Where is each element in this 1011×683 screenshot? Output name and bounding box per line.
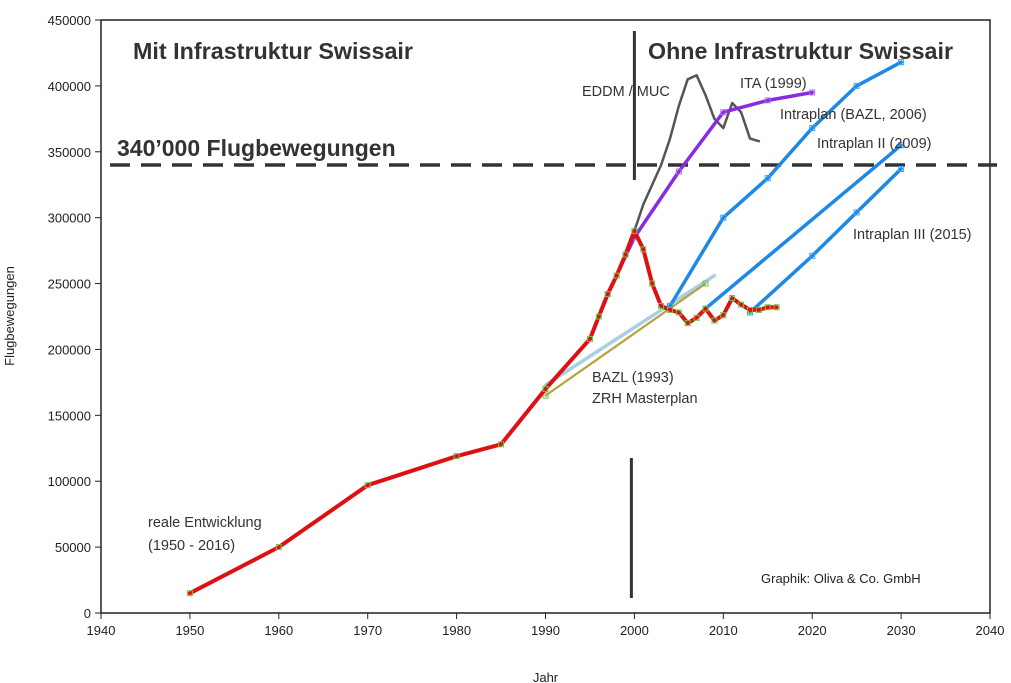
data-point (853, 82, 860, 89)
x-tick-label: 1980 (442, 623, 471, 638)
x-tick-label: 2000 (620, 623, 649, 638)
y-tick-label: 450000 (48, 13, 91, 28)
x-tick-label: 1970 (353, 623, 382, 638)
data-point (631, 227, 638, 234)
data-point (693, 314, 700, 321)
data-point (275, 544, 282, 551)
data-point (542, 385, 549, 392)
data-point (720, 109, 727, 116)
data-point (809, 125, 816, 132)
data-point (675, 168, 682, 175)
data-point (729, 295, 736, 302)
headline-left: Mit Infrastruktur Swissair (133, 38, 413, 64)
data-point (542, 392, 549, 399)
data-point (898, 165, 905, 172)
data-point (666, 306, 673, 313)
data-point (764, 304, 771, 311)
data-point (773, 304, 780, 311)
data-point (595, 313, 602, 320)
y-tick-label: 100000 (48, 474, 91, 489)
data-point (613, 272, 620, 279)
series-line-reale-entwicklung (187, 228, 779, 596)
x-tick-label: 1940 (87, 623, 116, 638)
data-point (586, 335, 593, 342)
credit-label: Graphik: Oliva & Co. GmbH (761, 571, 921, 586)
series-layer (186, 59, 905, 597)
data-point (809, 252, 816, 259)
series-label: ITA (1999) (740, 76, 807, 92)
y-tick-label: 200000 (48, 342, 91, 357)
series-label: Intraplan II (2009) (817, 136, 931, 152)
data-point (755, 306, 762, 313)
series-line-bazl-1993- (544, 282, 707, 397)
series-label: reale Entwicklung (148, 515, 262, 531)
text-layer: 0 50000 100000 150000 200000 250000 300000 3500… (2, 13, 1004, 683)
data-point (711, 317, 718, 324)
series-label: Intraplan III (2015) (853, 227, 972, 243)
data-point (498, 441, 505, 448)
series-label: EDDM / MUC (582, 84, 670, 100)
y-tick-label: 150000 (48, 408, 91, 423)
data-point (364, 482, 371, 489)
headline-right: Ohne Infrastruktur Swissair (648, 38, 953, 64)
x-tick-label: 1950 (175, 623, 204, 638)
y-tick-label: 250000 (48, 277, 91, 292)
series-line-intraplan-bazl-2006- (668, 60, 903, 308)
data-point (764, 175, 771, 182)
data-point (658, 302, 665, 309)
series-label: Intraplan (BAZL, 2006) (780, 107, 927, 123)
reference-line-label: 340’000 Flugbewegungen (117, 135, 396, 161)
data-point (720, 214, 727, 221)
data-point (853, 209, 860, 216)
x-tick-label: 2010 (709, 623, 738, 638)
data-point (622, 251, 629, 258)
data-point (453, 453, 460, 460)
y-axis-title: Flugbewegungen (2, 266, 17, 366)
y-tick-label: 400000 (48, 79, 91, 94)
x-tick-label: 2030 (887, 623, 916, 638)
data-point (649, 280, 656, 287)
data-point (604, 291, 611, 298)
y-tick-label: 300000 (48, 211, 91, 226)
data-point (720, 312, 727, 319)
data-point (809, 89, 816, 96)
series-label: (1950 - 2016) (148, 538, 235, 554)
x-tick-label: 1960 (264, 623, 293, 638)
series-label: BAZL (1993) (592, 370, 674, 386)
data-point (675, 309, 682, 316)
x-tick-label: 2040 (976, 623, 1005, 638)
series-line-zrh-masterplan (543, 273, 717, 387)
series-line-intraplan-ii-2009- (703, 143, 903, 311)
data-point (640, 246, 647, 253)
y-tick-label: 350000 (48, 145, 91, 160)
series-label: ZRH Masterplan (592, 391, 698, 407)
x-axis-title: Jahr (533, 670, 559, 683)
data-point (898, 59, 905, 66)
data-point (684, 320, 691, 327)
y-tick-label: 50000 (55, 540, 91, 555)
data-point (186, 590, 193, 597)
data-point (702, 305, 709, 312)
data-point (898, 142, 905, 149)
x-tick-label: 1990 (531, 623, 560, 638)
series-line-intraplan-iii-2015- (748, 167, 903, 315)
y-tick-label: 0 (84, 606, 91, 621)
x-tick-label: 2020 (798, 623, 827, 638)
plot-frame-layer (95, 19, 997, 619)
data-point (738, 301, 745, 308)
data-point (746, 306, 753, 313)
data-point (702, 280, 709, 287)
data-point (764, 97, 771, 104)
